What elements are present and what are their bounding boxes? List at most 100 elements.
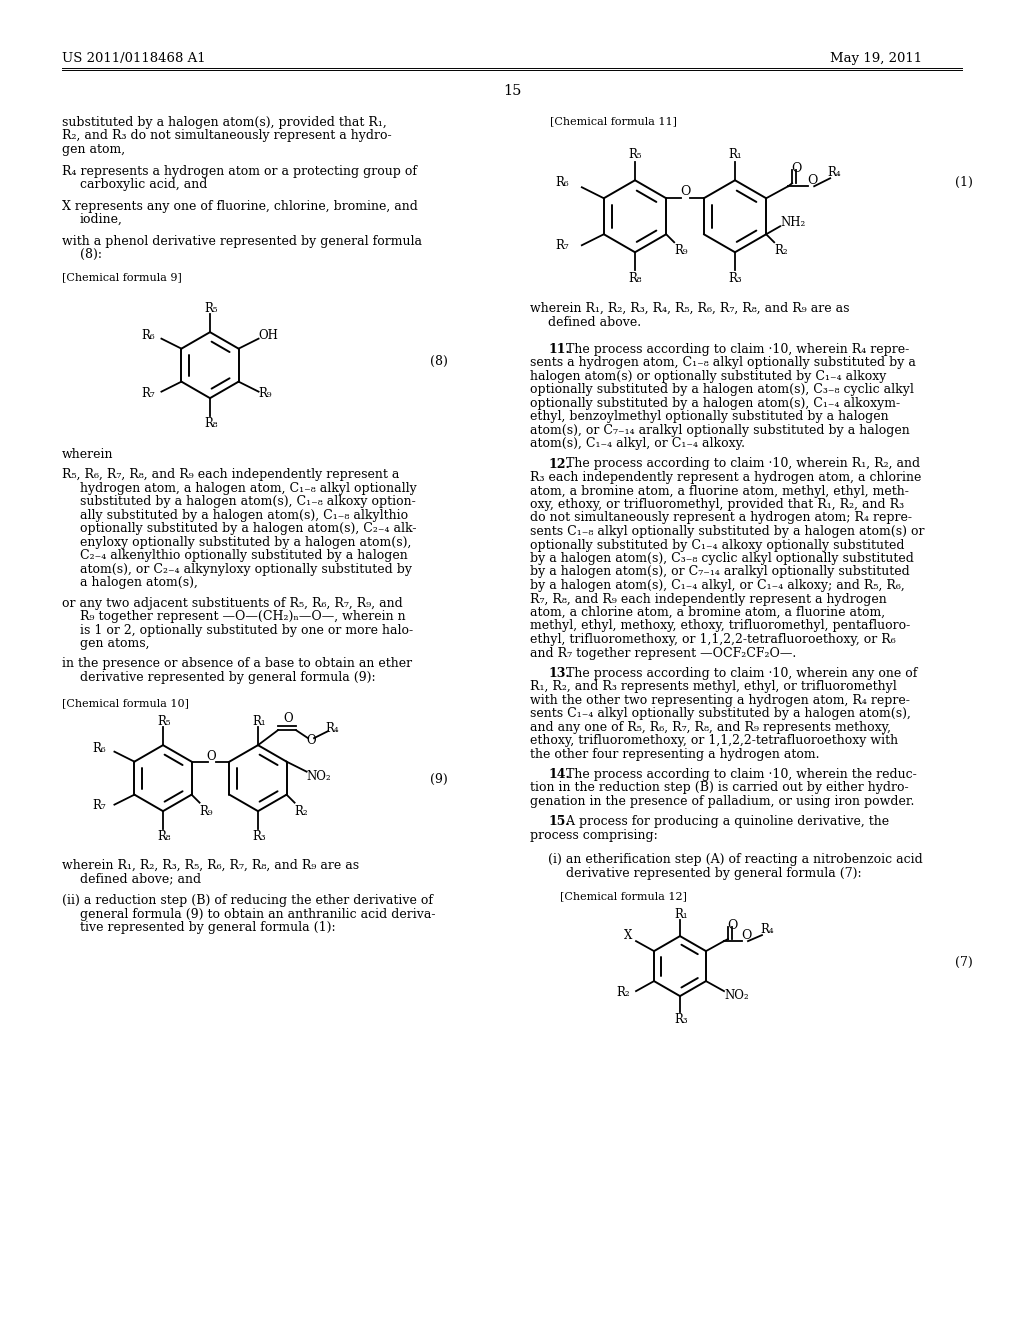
Text: R₈: R₈ (157, 830, 171, 843)
Text: with a phenol derivative represented by general formula: with a phenol derivative represented by … (62, 235, 422, 248)
Text: [Chemical formula 11]: [Chemical formula 11] (550, 116, 677, 125)
Text: tion in the reduction step (B) is carried out by either hydro-: tion in the reduction step (B) is carrie… (530, 781, 908, 795)
Text: in the presence or absence of a base to obtain an ether: in the presence or absence of a base to … (62, 657, 412, 671)
Text: O: O (680, 185, 690, 198)
Text: R₄: R₄ (760, 923, 773, 936)
Text: R₁: R₁ (252, 715, 265, 729)
Text: OH: OH (259, 329, 279, 342)
Text: (i) an etherification step (A) of reacting a nitrobenzoic acid: (i) an etherification step (A) of reacti… (548, 853, 923, 866)
Text: defined above.: defined above. (548, 315, 641, 329)
Text: derivative represented by general formula (7):: derivative represented by general formul… (566, 866, 861, 879)
Text: atom, a chlorine atom, a bromine atom, a fluorine atom,: atom, a chlorine atom, a bromine atom, a… (530, 606, 885, 619)
Text: O: O (741, 929, 752, 942)
Text: R₃: R₃ (728, 272, 741, 285)
Text: wherein R₁, R₂, R₃, R₅, R₆, R₇, R₈, and R₉ are as: wherein R₁, R₂, R₃, R₅, R₆, R₇, R₈, and … (62, 859, 359, 873)
Text: halogen atom(s) or optionally substituted by C₁₋₄ alkoxy: halogen atom(s) or optionally substitute… (530, 370, 887, 383)
Text: methyl, ethyl, methoxy, ethoxy, trifluoromethyl, pentafluoro-: methyl, ethyl, methoxy, ethoxy, trifluor… (530, 619, 910, 632)
Text: wherein R₁, R₂, R₃, R₄, R₅, R₆, R₇, R₈, and R₉ are as: wherein R₁, R₂, R₃, R₄, R₅, R₆, R₇, R₈, … (530, 302, 850, 315)
Text: O: O (283, 713, 293, 725)
Text: [Chemical formula 10]: [Chemical formula 10] (62, 698, 189, 708)
Text: The process according to claim ·10, wherein the reduc-: The process according to claim ·10, wher… (562, 768, 916, 781)
Text: a halogen atom(s),: a halogen atom(s), (80, 577, 198, 590)
Text: R₃: R₃ (252, 830, 265, 843)
Text: iodine,: iodine, (80, 214, 123, 226)
Text: R₁: R₁ (728, 148, 741, 161)
Text: [Chemical formula 9]: [Chemical formula 9] (62, 273, 182, 282)
Text: R₂: R₂ (295, 805, 308, 817)
Text: O: O (792, 162, 802, 176)
Text: sents C₁₋₈ alkyl optionally substituted by a halogen atom(s) or: sents C₁₋₈ alkyl optionally substituted … (530, 525, 925, 539)
Text: R₅: R₅ (628, 148, 641, 161)
Text: optionally substituted by a halogen atom(s), C₂₋₄ alk-: optionally substituted by a halogen atom… (80, 523, 417, 536)
Text: (8): (8) (430, 355, 447, 368)
Text: R₉: R₉ (674, 244, 688, 257)
Text: ethoxy, trifluoromethoxy, or 1,1,2,2-tetrafluoroethoxy with: ethoxy, trifluoromethoxy, or 1,1,2,2-tet… (530, 734, 898, 747)
Text: R₄: R₄ (827, 166, 841, 180)
Text: R₇: R₇ (92, 799, 106, 812)
Text: R₃: R₃ (674, 1014, 688, 1026)
Text: R₆: R₆ (92, 742, 106, 755)
Text: oxy, ethoxy, or trifluoromethyl, provided that R₁, R₂, and R₃: oxy, ethoxy, or trifluoromethyl, provide… (530, 498, 904, 511)
Text: derivative represented by general formula (9):: derivative represented by general formul… (80, 671, 376, 684)
Text: ethyl, trifluoromethoxy, or 1,1,2,2-tetrafluoroethoxy, or R₆: ethyl, trifluoromethoxy, or 1,1,2,2-tetr… (530, 634, 896, 645)
Text: (8):: (8): (80, 248, 102, 261)
Text: (1): (1) (955, 177, 973, 189)
Text: 11.: 11. (548, 343, 570, 356)
Text: substituted by a halogen atom(s), provided that R₁,: substituted by a halogen atom(s), provid… (62, 116, 387, 129)
Text: process comprising:: process comprising: (530, 829, 657, 842)
Text: R₂, and R₃ do not simultaneously represent a hydro-: R₂, and R₃ do not simultaneously represe… (62, 129, 391, 143)
Text: atom, a bromine atom, a fluorine atom, methyl, ethyl, meth-: atom, a bromine atom, a fluorine atom, m… (530, 484, 909, 498)
Text: R₅, R₆, R₇, R₈, and R₉ each independently represent a: R₅, R₆, R₇, R₈, and R₉ each independentl… (62, 469, 399, 482)
Text: sents a hydrogen atom, C₁₋₈ alkyl optionally substituted by a: sents a hydrogen atom, C₁₋₈ alkyl option… (530, 356, 915, 370)
Text: US 2011/0118468 A1: US 2011/0118468 A1 (62, 51, 206, 65)
Text: atom(s), or C₇₋₁₄ aralkyl optionally substituted by a halogen: atom(s), or C₇₋₁₄ aralkyl optionally sub… (530, 424, 909, 437)
Text: 14.: 14. (548, 768, 570, 781)
Text: wherein: wherein (62, 449, 114, 461)
Text: 13.: 13. (548, 667, 569, 680)
Text: (9): (9) (430, 774, 447, 787)
Text: defined above; and: defined above; and (80, 873, 201, 886)
Text: tive represented by general formula (1):: tive represented by general formula (1): (80, 921, 336, 935)
Text: (7): (7) (955, 956, 973, 969)
Text: R₂: R₂ (616, 986, 630, 999)
Text: C₂₋₄ alkenylthio optionally substituted by a halogen: C₂₋₄ alkenylthio optionally substituted … (80, 549, 408, 562)
Text: R₇, R₈, and R₉ each independently represent a hydrogen: R₇, R₈, and R₉ each independently repres… (530, 593, 887, 606)
Text: R₅: R₅ (157, 715, 171, 729)
Text: by a halogen atom(s), or C₇₋₁₄ aralkyl optionally substituted: by a halogen atom(s), or C₇₋₁₄ aralkyl o… (530, 565, 909, 578)
Text: 12.: 12. (548, 458, 570, 470)
Text: gen atom,: gen atom, (62, 143, 125, 156)
Text: R₉: R₉ (200, 805, 213, 817)
Text: and any one of R₅, R₆, R₇, R₈, and R₉ represents methoxy,: and any one of R₅, R₆, R₇, R₈, and R₉ re… (530, 721, 891, 734)
Text: R₁, R₂, and R₃ represents methyl, ethyl, or trifluoromethyl: R₁, R₂, and R₃ represents methyl, ethyl,… (530, 680, 897, 693)
Text: NO₂: NO₂ (724, 989, 749, 1002)
Text: sents C₁₋₄ alkyl optionally substituted by a halogen atom(s),: sents C₁₋₄ alkyl optionally substituted … (530, 708, 911, 721)
Text: R₉: R₉ (259, 387, 272, 400)
Text: R₈: R₈ (204, 417, 217, 430)
Text: [Chemical formula 12]: [Chemical formula 12] (560, 891, 687, 900)
Text: or any two adjacent substituents of R₅, R₆, R₇, R₉, and: or any two adjacent substituents of R₅, … (62, 597, 402, 610)
Text: R₄ represents a hydrogen atom or a protecting group of: R₄ represents a hydrogen atom or a prote… (62, 165, 417, 178)
Text: by a halogen atom(s), C₁₋₄ alkyl, or C₁₋₄ alkoxy; and R₅, R₆,: by a halogen atom(s), C₁₋₄ alkyl, or C₁₋… (530, 579, 905, 591)
Text: atom(s), C₁₋₄ alkyl, or C₁₋₄ alkoxy.: atom(s), C₁₋₄ alkyl, or C₁₋₄ alkoxy. (530, 437, 745, 450)
Text: O: O (727, 919, 737, 932)
Text: NO₂: NO₂ (306, 770, 331, 783)
Text: genation in the presence of palladium, or using iron powder.: genation in the presence of palladium, o… (530, 795, 914, 808)
Text: with the other two representing a hydrogen atom, R₄ repre-: with the other two representing a hydrog… (530, 694, 910, 706)
Text: R₅: R₅ (204, 302, 217, 315)
Text: R₄: R₄ (325, 722, 339, 735)
Text: R₆: R₆ (141, 329, 155, 342)
Text: atom(s), or C₂₋₄ alkynyloxy optionally substituted by: atom(s), or C₂₋₄ alkynyloxy optionally s… (80, 562, 412, 576)
Text: R₇: R₇ (556, 239, 569, 252)
Text: ethyl, benzoylmethyl optionally substituted by a halogen: ethyl, benzoylmethyl optionally substitu… (530, 411, 889, 424)
Text: enyloxy optionally substituted by a halogen atom(s),: enyloxy optionally substituted by a halo… (80, 536, 412, 549)
Text: X represents any one of fluorine, chlorine, bromine, and: X represents any one of fluorine, chlori… (62, 199, 418, 213)
Text: is 1 or 2, optionally substituted by one or more halo-: is 1 or 2, optionally substituted by one… (80, 623, 413, 636)
Text: NH₂: NH₂ (780, 216, 806, 230)
Text: do not simultaneously represent a hydrogen atom; R₄ repre-: do not simultaneously represent a hydrog… (530, 511, 912, 524)
Text: R₇: R₇ (141, 387, 155, 400)
Text: 15.: 15. (548, 816, 569, 828)
Text: 15: 15 (503, 84, 521, 98)
Text: hydrogen atom, a halogen atom, C₁₋₈ alkyl optionally: hydrogen atom, a halogen atom, C₁₋₈ alky… (80, 482, 417, 495)
Text: gen atoms,: gen atoms, (80, 638, 150, 651)
Text: The process according to claim ·10, wherein R₁, R₂, and: The process according to claim ·10, wher… (562, 458, 921, 470)
